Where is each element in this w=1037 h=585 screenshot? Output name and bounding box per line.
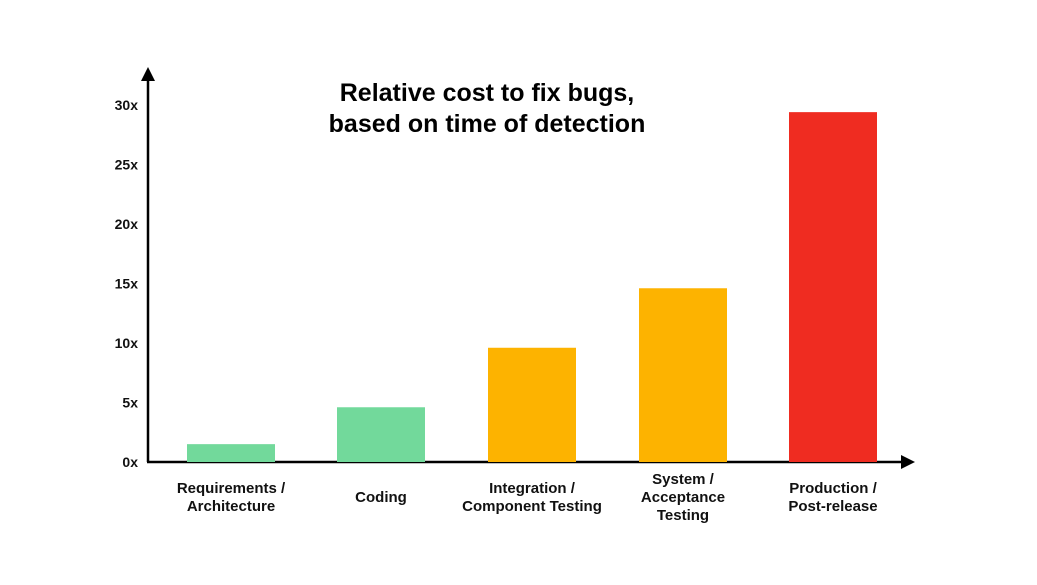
- bar-5: [789, 112, 877, 462]
- bar-1: [187, 444, 275, 462]
- x-category-label-line: Requirements /: [177, 480, 286, 497]
- bar-4: [639, 288, 727, 462]
- x-category-label-line: Production /: [789, 480, 877, 497]
- y-tick-label: 10x: [115, 335, 139, 351]
- x-category-label: System / Acceptance Testing: [641, 471, 725, 524]
- y-tick-label: 20x: [115, 216, 139, 232]
- x-category-labels: Requirements / Architecture Coding Integrat…: [177, 471, 878, 524]
- y-tick-label: 30x: [115, 97, 139, 113]
- y-tick-label: 25x: [115, 157, 139, 173]
- x-category-label: Production / Post-release: [788, 480, 877, 515]
- y-tick-label: 0x: [122, 454, 138, 470]
- x-category-label: Integration / Component Testing: [462, 480, 602, 515]
- x-category-label: Requirements / Architecture: [177, 480, 286, 515]
- bars: [187, 112, 877, 462]
- x-category-label-line: Coding: [355, 489, 407, 506]
- y-tick-label: 5x: [122, 395, 138, 411]
- x-category-label-line: Acceptance: [641, 489, 725, 506]
- x-category-label-line: System /: [652, 471, 715, 488]
- chart-title-line-2: based on time of detection: [328, 110, 646, 138]
- y-tick-labels: 0x 5x 10x 15x 20x 25x 30x: [115, 97, 139, 470]
- x-category-label-line: Architecture: [187, 498, 275, 515]
- bar-3: [488, 347, 576, 462]
- chart-title-line-1: Relative cost to fix bugs,: [339, 79, 635, 107]
- x-category-label-line: Testing: [657, 507, 709, 524]
- bar-2: [337, 407, 425, 462]
- x-category-label: Coding: [355, 489, 407, 506]
- x-category-label-line: Integration /: [489, 480, 576, 497]
- x-category-label-line: Post-release: [788, 498, 877, 515]
- x-axis-arrow-icon: [901, 455, 915, 469]
- y-tick-label: 15x: [115, 276, 139, 292]
- x-category-label-line: Component Testing: [462, 498, 602, 515]
- y-axis-arrow-icon: [141, 67, 155, 81]
- chart-title: Relative cost to fix bugs, based on time…: [237, 78, 737, 140]
